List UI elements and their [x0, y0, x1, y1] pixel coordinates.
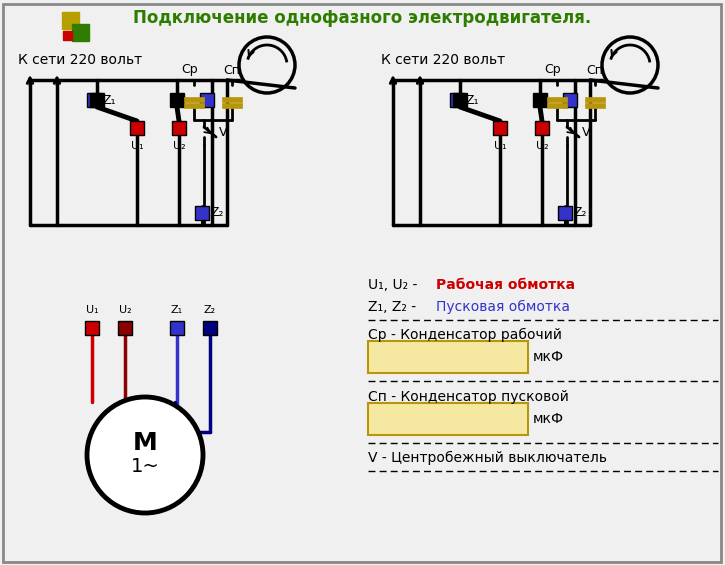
Bar: [558, 206, 572, 220]
Text: Cп: Cп: [223, 63, 241, 76]
Text: U₁: U₁: [86, 305, 99, 315]
Text: U₂: U₂: [173, 141, 186, 151]
Text: 1~: 1~: [130, 458, 160, 476]
Bar: [200, 93, 214, 107]
Text: Cр: Cр: [544, 63, 561, 76]
Bar: [195, 206, 209, 220]
Text: Cп: Cп: [587, 63, 603, 76]
Text: U₁: U₁: [494, 141, 507, 151]
Bar: [368, 341, 528, 373]
Text: U₂: U₂: [536, 141, 549, 151]
Bar: [453, 93, 467, 107]
Text: Подключение однофазного электродвигателя.: Подключение однофазного электродвигателя…: [133, 9, 591, 27]
Text: U₁: U₁: [131, 141, 144, 151]
Bar: [533, 93, 547, 107]
Text: мкФ: мкФ: [533, 350, 564, 364]
Bar: [222, 97, 242, 102]
Bar: [547, 97, 567, 102]
Text: V - Центробежный выключатель: V - Центробежный выключатель: [368, 451, 607, 465]
Text: Z₁: Z₁: [103, 93, 117, 106]
Bar: [63, 31, 72, 40]
Bar: [547, 103, 567, 108]
Text: U₂: U₂: [119, 305, 131, 315]
Bar: [222, 103, 242, 108]
Text: V: V: [582, 127, 590, 140]
Text: Cр: Cр: [182, 63, 199, 76]
Text: мкФ: мкФ: [533, 412, 564, 426]
Text: Пусковая обмотка: Пусковая обмотка: [436, 300, 570, 314]
Text: Рабочая обмотка: Рабочая обмотка: [436, 278, 575, 292]
Text: Z₁: Z₁: [171, 305, 183, 315]
Bar: [118, 321, 132, 335]
Text: Z₂: Z₂: [204, 305, 216, 315]
Circle shape: [87, 397, 203, 513]
Text: Z₁: Z₁: [466, 93, 479, 106]
Bar: [563, 93, 577, 107]
Bar: [72, 24, 89, 41]
Text: M: M: [133, 431, 157, 455]
Bar: [184, 97, 204, 102]
Bar: [87, 93, 101, 107]
Text: Z₁, Z₂ -: Z₁, Z₂ -: [368, 300, 420, 314]
Bar: [172, 121, 186, 135]
Text: Ср - Конденсатор рабочий: Ср - Конденсатор рабочий: [368, 328, 562, 342]
Bar: [203, 321, 217, 335]
Bar: [62, 12, 79, 29]
Text: U₁, U₂ -: U₁, U₂ -: [368, 278, 422, 292]
Bar: [170, 321, 184, 335]
Text: V: V: [219, 127, 228, 140]
Text: К сети 220 вольт: К сети 220 вольт: [18, 53, 142, 67]
Bar: [585, 97, 605, 102]
Bar: [535, 121, 549, 135]
Bar: [85, 321, 99, 335]
Text: Z₂: Z₂: [574, 206, 587, 219]
Bar: [585, 103, 605, 108]
Bar: [130, 121, 144, 135]
Bar: [90, 93, 104, 107]
Bar: [184, 103, 204, 108]
Text: К сети 220 вольт: К сети 220 вольт: [381, 53, 505, 67]
Bar: [170, 93, 184, 107]
Bar: [450, 93, 464, 107]
Text: Z₂: Z₂: [211, 206, 225, 219]
Bar: [368, 403, 528, 435]
Text: Сп - Конденсатор пусковой: Сп - Конденсатор пусковой: [368, 390, 569, 404]
Bar: [493, 121, 507, 135]
